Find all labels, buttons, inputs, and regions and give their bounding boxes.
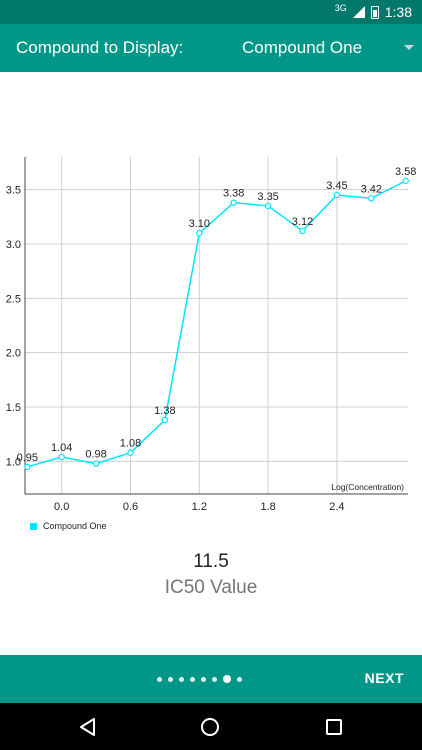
data-point: [24, 463, 31, 471]
signal-icon: [352, 6, 365, 18]
x-tick-label: 0.6: [123, 501, 138, 512]
page-dot-active: [223, 675, 231, 683]
data-point: [299, 227, 306, 235]
network-type: 3G: [334, 3, 347, 13]
x-axis-title: Log(Concentration): [331, 482, 404, 492]
data-point: [230, 199, 237, 206]
toolbar: Compound to Display: Compound One: [0, 24, 422, 72]
y-tick-label: 3.0: [6, 239, 21, 251]
data-point: [368, 195, 375, 202]
status-bar: 3G 1:38: [0, 0, 422, 24]
ic50-value: 11.5: [193, 551, 229, 572]
series-line: [27, 180, 407, 468]
data-point: [333, 191, 341, 199]
data-label: 1.38: [154, 405, 175, 417]
clock: 1:38: [384, 4, 412, 20]
bottom-bar: NEXT: [0, 655, 422, 703]
data-point: [402, 177, 409, 185]
legend-label: Compound One: [43, 521, 107, 531]
page-dot: [237, 676, 242, 682]
chart-area: 1.0 1.5 2.0 2.5 3.0 3.5 0.0 0.6 1.2 1.8 2.4 Log(Con…: [0, 72, 422, 592]
y-tick-label: 3.5: [6, 185, 21, 197]
data-point: [264, 202, 272, 210]
data-point: [161, 416, 169, 424]
compound-selector-label: Compound to Display:: [16, 38, 184, 57]
y-tick-label: 2.0: [6, 348, 21, 360]
data-point: [127, 449, 134, 456]
y-tick-label: 1.5: [6, 402, 21, 414]
page-dot: [179, 676, 184, 682]
data-label: 0.95: [17, 452, 38, 464]
data-point: [92, 460, 100, 467]
compound-dropdown-value: Compound One: [242, 38, 363, 57]
page-dot: [190, 676, 195, 682]
compound-dropdown[interactable]: Compound One: [238, 24, 422, 72]
battery-icon: [370, 5, 379, 19]
data-label: 3.42: [361, 183, 382, 195]
x-tick-label: 0.0: [54, 501, 69, 512]
x-tick-label: 1.2: [192, 501, 207, 512]
next-button[interactable]: NEXT: [364, 670, 404, 686]
page-dot: [201, 676, 206, 682]
page-indicator: [157, 675, 242, 683]
recents-icon[interactable]: [324, 717, 344, 737]
data-label: 3.38: [223, 188, 244, 200]
data-label: 0.98: [85, 449, 106, 461]
page-dot: [168, 676, 173, 682]
y-tick-label: 2.5: [6, 293, 21, 305]
data-label: 3.45: [326, 180, 347, 192]
y-tick-label: 1.0: [6, 456, 21, 468]
home-icon[interactable]: [200, 717, 220, 737]
x-tick-label: 1.8: [260, 501, 275, 512]
dropdown-arrow-icon: [404, 45, 414, 50]
chart-legend: Compound One: [30, 521, 107, 531]
ic50-result: 11.5 IC50 Value: [0, 551, 422, 599]
data-label: 3.10: [189, 218, 210, 230]
ic50-caption: IC50 Value: [164, 577, 258, 598]
page-dot: [157, 676, 162, 682]
data-label: 3.58: [395, 166, 416, 178]
x-tick-label: 2.4: [329, 501, 344, 512]
data-point: [196, 229, 203, 237]
back-icon[interactable]: [78, 717, 98, 737]
data-label: 1.08: [120, 438, 141, 450]
legend-swatch: [30, 522, 37, 530]
data-label: 3.35: [257, 191, 278, 203]
page-dot: [212, 676, 217, 682]
line-chart: 1.0 1.5 2.0 2.5 3.0 3.5 0.0 0.6 1.2 1.8 2.4 Log(Con…: [6, 157, 416, 512]
data-point: [58, 453, 65, 461]
navigation-bar: [0, 703, 422, 750]
data-label: 3.12: [292, 216, 313, 228]
data-label: 1.04: [51, 442, 72, 454]
